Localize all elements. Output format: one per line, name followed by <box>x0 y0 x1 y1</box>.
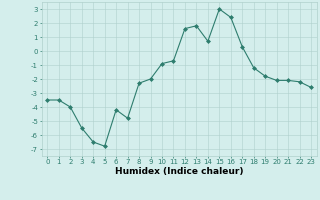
X-axis label: Humidex (Indice chaleur): Humidex (Indice chaleur) <box>115 167 244 176</box>
